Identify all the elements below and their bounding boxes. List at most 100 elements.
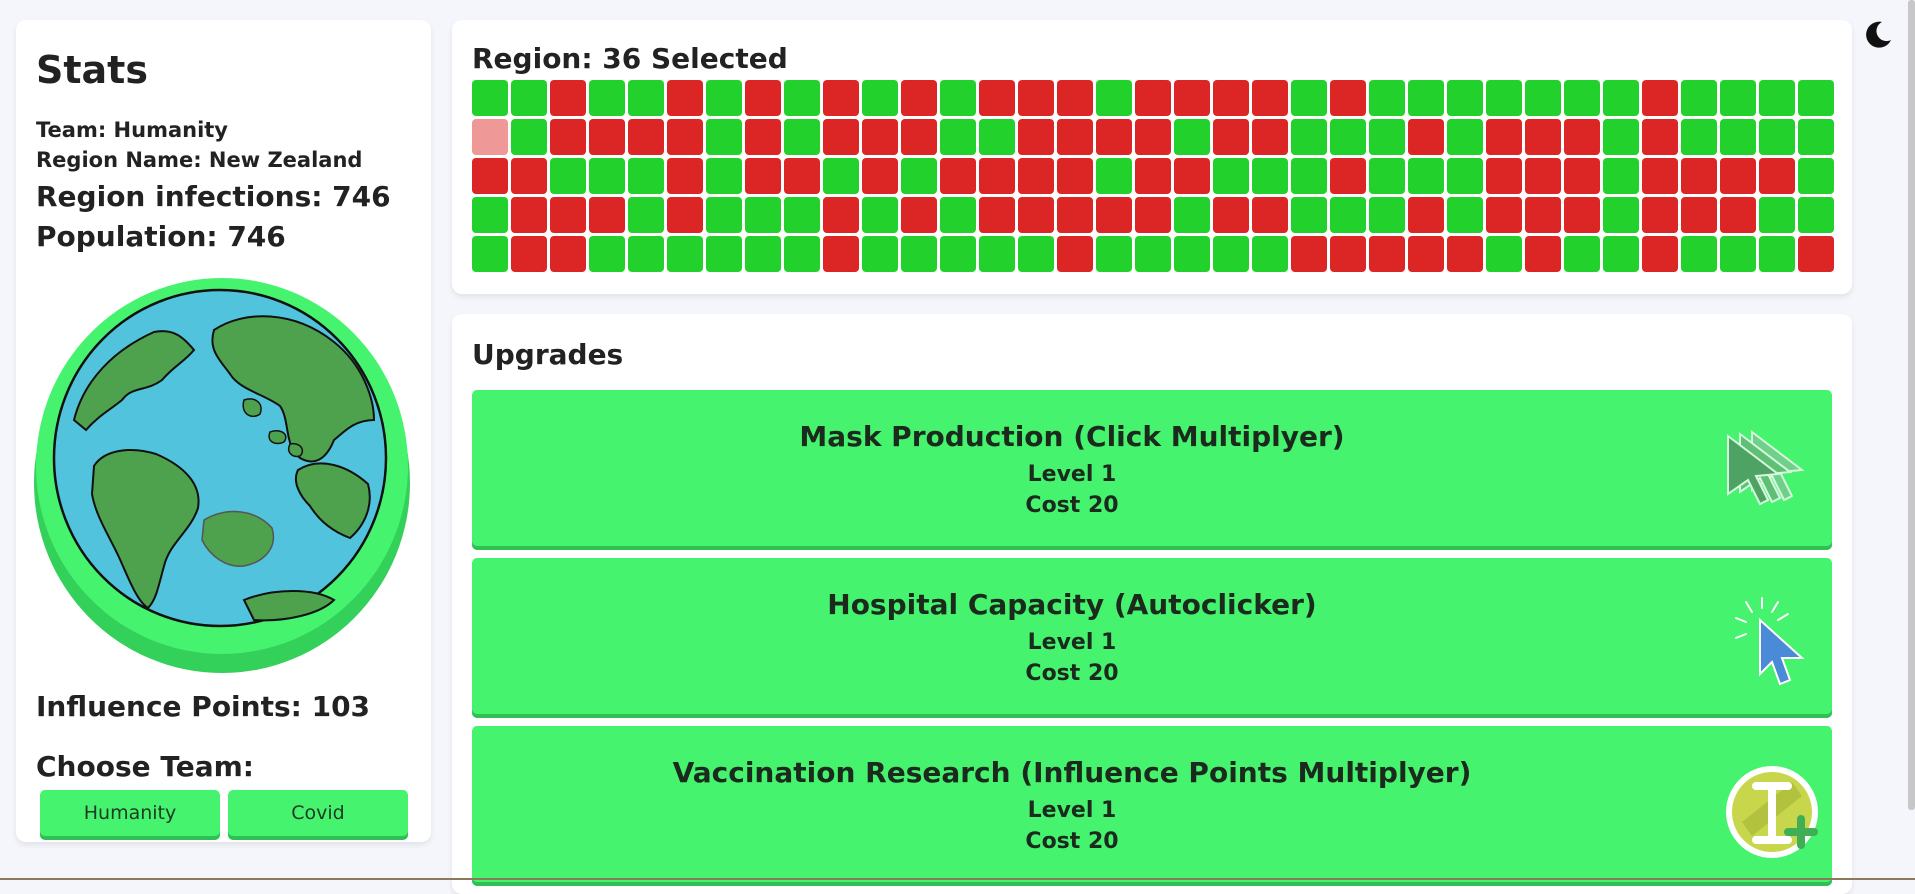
- region-cell[interactable]: [1525, 236, 1561, 272]
- region-cell[interactable]: [1018, 158, 1054, 194]
- region-cell[interactable]: [589, 158, 625, 194]
- region-cell[interactable]: [1759, 197, 1795, 233]
- region-cell[interactable]: [1369, 80, 1405, 116]
- upgrade-hospital-capacity-button[interactable]: Hospital Capacity (Autoclicker) Level 1 …: [472, 558, 1832, 714]
- region-cell[interactable]: [1252, 236, 1288, 272]
- region-cell[interactable]: [550, 236, 586, 272]
- region-cell[interactable]: [1681, 119, 1717, 155]
- region-cell[interactable]: [1642, 119, 1678, 155]
- team-covid-button[interactable]: Covid: [228, 790, 408, 836]
- region-cell[interactable]: [979, 80, 1015, 116]
- page-scrollbar[interactable]: [1908, 0, 1915, 810]
- region-cell[interactable]: [1213, 158, 1249, 194]
- region-cell[interactable]: [628, 236, 664, 272]
- region-cell[interactable]: [1330, 197, 1366, 233]
- region-cell[interactable]: [745, 197, 781, 233]
- region-cell[interactable]: [1330, 119, 1366, 155]
- region-cell[interactable]: [1603, 80, 1639, 116]
- region-cell[interactable]: [511, 158, 547, 194]
- region-cell[interactable]: [1486, 80, 1522, 116]
- region-cell[interactable]: [1642, 80, 1678, 116]
- region-cell[interactable]: [472, 158, 508, 194]
- region-cell[interactable]: [1213, 80, 1249, 116]
- region-cell[interactable]: [1642, 158, 1678, 194]
- moon-icon[interactable]: [1862, 18, 1894, 50]
- region-cell[interactable]: [667, 236, 703, 272]
- region-cell[interactable]: [1408, 80, 1444, 116]
- region-cell[interactable]: [862, 80, 898, 116]
- upgrade-mask-production-button[interactable]: Mask Production (Click Multiplyer) Level…: [472, 390, 1832, 546]
- region-cell[interactable]: [1681, 158, 1717, 194]
- region-cell[interactable]: [1759, 158, 1795, 194]
- region-cell[interactable]: [1174, 80, 1210, 116]
- region-cell[interactable]: [1057, 119, 1093, 155]
- region-cell[interactable]: [1447, 80, 1483, 116]
- region-cell[interactable]: [472, 80, 508, 116]
- region-cell[interactable]: [901, 80, 937, 116]
- region-cell[interactable]: [1486, 236, 1522, 272]
- region-cell[interactable]: [1720, 197, 1756, 233]
- region-cell[interactable]: [1369, 236, 1405, 272]
- region-cell[interactable]: [1564, 197, 1600, 233]
- region-cell[interactable]: [1447, 197, 1483, 233]
- region-cell[interactable]: [1135, 80, 1171, 116]
- region-cell-selected[interactable]: [472, 119, 508, 155]
- region-cell[interactable]: [550, 80, 586, 116]
- region-cell[interactable]: [823, 80, 859, 116]
- region-cell[interactable]: [1291, 236, 1327, 272]
- region-cell[interactable]: [1330, 80, 1366, 116]
- region-cell[interactable]: [1252, 80, 1288, 116]
- region-cell[interactable]: [1291, 197, 1327, 233]
- region-cell[interactable]: [706, 197, 742, 233]
- region-cell[interactable]: [1252, 158, 1288, 194]
- region-cell[interactable]: [1330, 158, 1366, 194]
- region-cell[interactable]: [862, 197, 898, 233]
- region-cell[interactable]: [1525, 197, 1561, 233]
- region-cell[interactable]: [901, 158, 937, 194]
- region-cell[interactable]: [1486, 158, 1522, 194]
- region-cell[interactable]: [1564, 119, 1600, 155]
- region-cell[interactable]: [667, 80, 703, 116]
- region-cell[interactable]: [1720, 119, 1756, 155]
- region-cell[interactable]: [1252, 197, 1288, 233]
- region-cell[interactable]: [1759, 80, 1795, 116]
- region-cell[interactable]: [1603, 158, 1639, 194]
- region-cell[interactable]: [667, 197, 703, 233]
- region-cell[interactable]: [1174, 158, 1210, 194]
- region-cell[interactable]: [1447, 236, 1483, 272]
- region-cell[interactable]: [1057, 236, 1093, 272]
- region-cell[interactable]: [1681, 236, 1717, 272]
- region-cell[interactable]: [1291, 80, 1327, 116]
- region-cell[interactable]: [706, 80, 742, 116]
- region-cell[interactable]: [1291, 119, 1327, 155]
- region-cell[interactable]: [1369, 158, 1405, 194]
- region-cell[interactable]: [1603, 197, 1639, 233]
- region-cell[interactable]: [550, 158, 586, 194]
- region-cell[interactable]: [784, 158, 820, 194]
- region-cell[interactable]: [1720, 80, 1756, 116]
- region-cell[interactable]: [745, 119, 781, 155]
- region-cell[interactable]: [901, 236, 937, 272]
- region-cell[interactable]: [745, 158, 781, 194]
- region-cell[interactable]: [706, 119, 742, 155]
- region-cell[interactable]: [1018, 197, 1054, 233]
- region-cell[interactable]: [1642, 197, 1678, 233]
- region-cell[interactable]: [1369, 197, 1405, 233]
- region-cell[interactable]: [1174, 197, 1210, 233]
- region-cell[interactable]: [862, 158, 898, 194]
- region-cell[interactable]: [1174, 236, 1210, 272]
- region-cell[interactable]: [1174, 119, 1210, 155]
- region-cell[interactable]: [1135, 197, 1171, 233]
- region-cell[interactable]: [667, 158, 703, 194]
- region-cell[interactable]: [979, 236, 1015, 272]
- region-cell[interactable]: [550, 197, 586, 233]
- region-cell[interactable]: [1798, 80, 1834, 116]
- region-cell[interactable]: [823, 236, 859, 272]
- region-cell[interactable]: [1447, 119, 1483, 155]
- region-cell[interactable]: [1291, 158, 1327, 194]
- region-cell[interactable]: [1096, 158, 1132, 194]
- region-cell[interactable]: [1564, 236, 1600, 272]
- region-cell[interactable]: [550, 119, 586, 155]
- region-cell[interactable]: [472, 236, 508, 272]
- region-cell[interactable]: [589, 119, 625, 155]
